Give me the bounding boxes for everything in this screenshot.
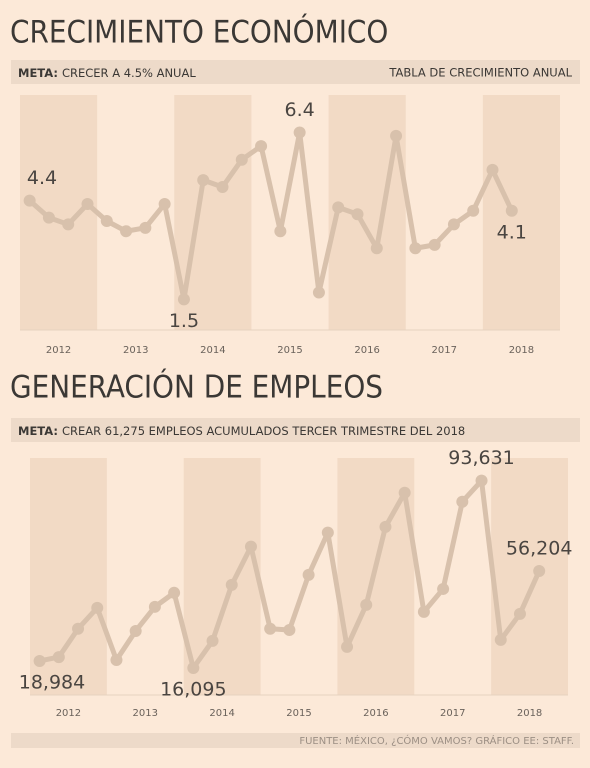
point [428,238,441,251]
point [409,242,422,255]
x-tick-label: 2015 [286,708,311,719]
point [370,242,383,255]
point [91,601,104,614]
point [398,486,411,499]
point [437,582,450,595]
point [235,153,248,166]
point [139,221,152,234]
point [206,634,219,647]
goal-text: CRECER A 4.5% ANUAL [62,66,196,80]
goal-text: CREAR 61,275 EMPLEOS ACUMULADOS TERCER T… [62,424,465,438]
value-label: 4.4 [27,167,57,189]
point [23,194,36,207]
point [475,474,488,487]
year-band [30,458,107,695]
goal-label: META: [18,424,58,438]
value-label: 18,984 [19,671,85,693]
point [120,225,133,238]
x-tick-label: 2018 [509,345,534,356]
point [302,568,315,581]
x-tick-label: 2015 [277,345,302,356]
x-tick-label: 2012 [46,345,71,356]
point [533,565,546,578]
point [177,293,190,306]
point [148,600,161,613]
x-tick-label: 2017 [432,345,457,356]
point [100,215,113,228]
point [33,654,46,667]
point [187,661,200,674]
chart-title: GENERACIÓN DE EMPLEOS [10,369,383,406]
value-label: 6.4 [285,99,315,121]
point [225,578,238,591]
point [447,218,460,231]
point [110,653,123,666]
x-tick-label: 2016 [363,708,388,719]
point [417,605,430,618]
point [158,197,171,210]
x-tick-label: 2018 [517,708,542,719]
point [42,211,55,224]
subtitle: TABLA DE CRECIMIENTO ANUAL [388,66,572,80]
point [168,586,181,599]
goal: META: CRECER A 4.5% ANUAL [18,66,196,80]
point [341,640,354,653]
point [486,163,499,176]
point [274,225,287,238]
value-label: 4.1 [497,221,527,243]
goal-banner [11,418,580,442]
point [52,651,65,664]
value-label: 93,631 [448,447,514,469]
year-band [491,458,568,695]
point [129,624,142,637]
year-band [20,95,98,330]
point [283,624,296,637]
point [379,520,392,533]
point [332,201,345,214]
point [467,204,480,217]
point [351,208,364,221]
year-band [183,458,261,695]
point [312,286,325,299]
x-tick-label: 2013 [123,345,148,356]
point [244,540,257,553]
point [81,197,94,210]
point [456,495,469,508]
point [321,526,334,539]
point [293,126,306,139]
x-tick-label: 2013 [133,708,158,719]
goal-banner [11,60,580,84]
point [255,140,268,153]
point [360,598,373,611]
point [513,607,526,620]
point [216,180,229,193]
x-tick-label: 2017 [440,708,465,719]
x-tick-label: 2016 [354,345,379,356]
goal-label: META: [18,66,58,80]
point [264,622,277,635]
chart-title: CRECIMIENTO ECONÓMICO [10,14,388,51]
line [39,478,542,671]
value-label: 56,204 [506,538,572,560]
point [505,204,518,217]
point [390,129,403,142]
x-tick-label: 2014 [209,708,234,719]
goal: META: CREAR 61,275 EMPLEOS ACUMULADOS TER… [18,424,465,438]
point [62,218,75,231]
year-band [482,95,560,330]
x-tick-label: 2014 [200,345,225,356]
point [494,633,507,646]
point [197,174,210,187]
point [72,622,85,635]
source-banner [11,733,580,748]
value-label: 16,095 [160,678,226,700]
source: FUENTE: MÉXICO, ¿CÓMO VAMOS? GRÁFICO EE:… [299,734,574,747]
line [27,129,515,302]
x-tick-label: 2012 [56,708,81,719]
value-label: 1.5 [169,310,199,332]
